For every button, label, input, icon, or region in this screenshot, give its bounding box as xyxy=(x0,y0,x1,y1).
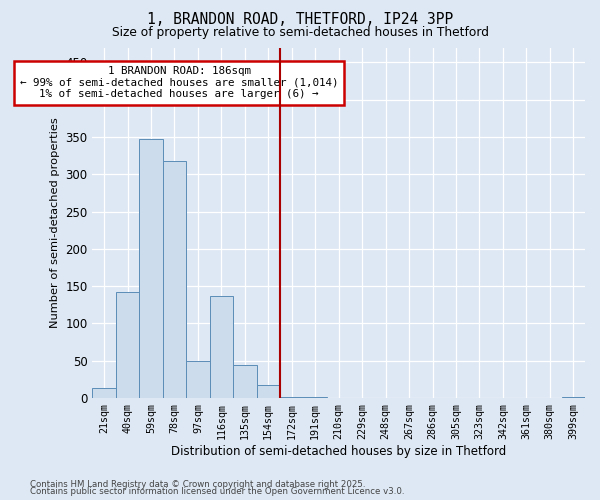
X-axis label: Distribution of semi-detached houses by size in Thetford: Distribution of semi-detached houses by … xyxy=(171,444,506,458)
Bar xyxy=(92,388,116,398)
Bar xyxy=(257,386,280,398)
Bar xyxy=(163,161,186,398)
Text: Size of property relative to semi-detached houses in Thetford: Size of property relative to semi-detach… xyxy=(112,26,488,39)
Bar xyxy=(562,396,585,398)
Bar xyxy=(280,396,304,398)
Text: 1, BRANDON ROAD, THETFORD, IP24 3PP: 1, BRANDON ROAD, THETFORD, IP24 3PP xyxy=(147,12,453,28)
Bar xyxy=(139,139,163,398)
Text: Contains HM Land Registry data © Crown copyright and database right 2025.: Contains HM Land Registry data © Crown c… xyxy=(30,480,365,489)
Text: 1 BRANDON ROAD: 186sqm
← 99% of semi-detached houses are smaller (1,014)
1% of s: 1 BRANDON ROAD: 186sqm ← 99% of semi-det… xyxy=(20,66,338,100)
Y-axis label: Number of semi-detached properties: Number of semi-detached properties xyxy=(50,118,59,328)
Bar xyxy=(233,364,257,398)
Bar xyxy=(116,292,139,398)
Bar xyxy=(186,361,209,398)
Text: Contains public sector information licensed under the Open Government Licence v3: Contains public sector information licen… xyxy=(30,487,404,496)
Bar xyxy=(209,296,233,398)
Bar xyxy=(304,396,327,398)
